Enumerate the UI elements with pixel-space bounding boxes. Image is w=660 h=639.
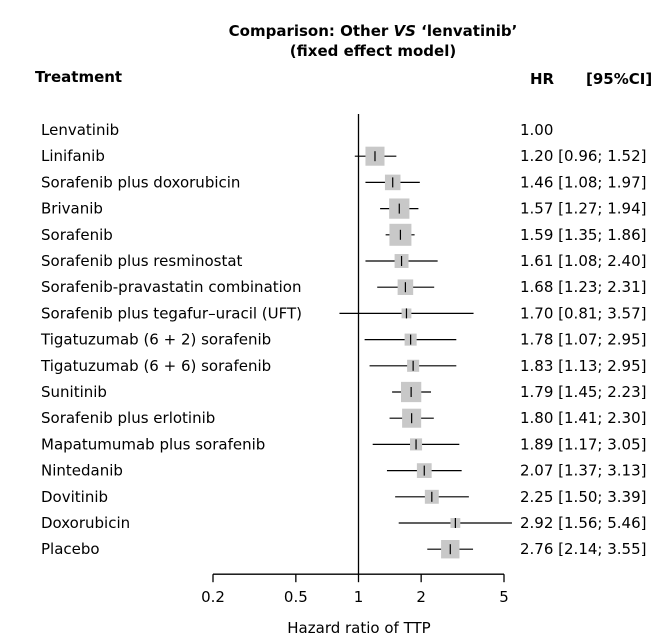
treatment-label: Nintedanib [41,462,123,480]
treatment-label: Linifanib [41,147,105,165]
hr-ci-label: 1.68 [1.23; 2.31] [520,278,647,296]
forest-row: Dovitinib 2.25 [1.50; 3.39] [41,488,647,506]
forest-row: Sunitinib 1.79 [1.45; 2.23] [41,381,647,403]
treatment-label: Dovitinib [41,488,108,506]
x-tick-label: 0.2 [201,588,225,606]
forest-row: Lenvatinib 1.00 [41,121,553,139]
treatment-label: Sorafenib plus resminostat [41,252,243,270]
treatment-label: Placebo [41,540,100,558]
x-axis: 0.2 0.5 1 2 5 [201,573,509,606]
hr-ci-label: 1.70 [0.81; 3.57] [520,304,647,322]
forest-row: Doxorubicin 2.92 [1.56; 5.46] [41,514,647,532]
treatment-label: Tigatuzumab (6 + 2) sorafenib [40,331,271,349]
hr-ci-label: 1.80 [1.41; 2.30] [520,409,647,427]
forest-rows: Lenvatinib 1.00 Linifanib 1.20 [0.96; 1.52]… [40,114,647,575]
hr-ci-label: 1.61 [1.08; 2.40] [520,252,647,270]
hr-ci-label: 2.92 [1.56; 5.46] [520,514,647,532]
header-ci: [95%CI] [586,70,652,88]
x-axis-label: Hazard ratio of TTP [287,619,430,637]
x-tick-label: 5 [499,588,509,606]
forest-row: Brivanib 1.57 [1.27; 1.94] [41,198,647,219]
hr-ci-label: 1.83 [1.13; 2.95] [520,357,647,375]
x-tick-label: 1 [354,588,364,606]
forest-row: Tigatuzumab (6 + 6) sorafenib 1.83 [1.13;… [40,357,647,375]
hr-ci-label: 1.78 [1.07; 2.95] [520,331,647,349]
hr-ci-label: 2.07 [1.37; 3.13] [520,462,647,480]
hr-ci-label: 1.57 [1.27; 1.94] [520,200,647,218]
hr-ci-label: 1.79 [1.45; 2.23] [520,383,647,401]
treatment-label: Mapatumumab plus sorafenib [41,435,265,453]
treatment-label: Sunitinib [41,383,107,401]
treatment-label: Sorafenib plus doxorubicin [41,173,240,191]
header-treatment: Treatment [35,68,122,86]
chart-title-line1: Comparison: Other VS ‘lenvatinib’ [229,22,518,40]
forest-row: Linifanib 1.20 [0.96; 1.52] [41,146,647,166]
forest-row: Nintedanib 2.07 [1.37; 3.13] [41,462,647,480]
hr-ci-label: 1.00 [520,121,553,139]
forest-row: Mapatumumab plus sorafenib 1.89 [1.17; 3.… [41,435,647,453]
hr-ci-label: 2.76 [2.14; 3.55] [520,540,647,558]
forest-row: Sorafenib plus erlotinib 1.80 [1.41; 2.30… [41,408,647,428]
treatment-label: Brivanib [41,200,103,218]
forest-row: Sorafenib 1.59 [1.35; 1.86] [41,223,647,246]
treatment-label: Sorafenib plus tegafur–uracil (UFT) [41,304,302,322]
forest-row: Sorafenib-pravastatin combination 1.68 [1… [41,278,647,296]
forest-row: Sorafenib plus doxorubicin 1.46 [1.08; 1.… [41,173,647,191]
hr-ci-label: 2.25 [1.50; 3.39] [520,488,647,506]
forest-row: Sorafenib plus resminostat 1.61 [1.08; 2.… [41,252,647,270]
treatment-label: Lenvatinib [41,121,119,139]
forest-row: Placebo 2.76 [2.14; 3.55] [41,539,647,559]
x-tick-label: 2 [416,588,426,606]
treatment-label: Sorafenib plus erlotinib [41,409,215,427]
chart-title-line2: (fixed effect model) [290,42,456,60]
hr-ci-label: 1.89 [1.17; 3.05] [520,435,647,453]
treatment-label: Tigatuzumab (6 + 6) sorafenib [40,357,271,375]
forest-row: Sorafenib plus tegafur–uracil (UFT) 1.70 … [41,304,647,322]
treatment-label: Doxorubicin [41,514,130,532]
treatment-label: Sorafenib [41,226,113,244]
x-tick-label: 0.5 [284,588,308,606]
hr-ci-label: 1.46 [1.08; 1.97] [520,173,647,191]
header-hr: HR [530,70,555,88]
forest-row: Tigatuzumab (6 + 2) sorafenib 1.78 [1.07;… [40,331,647,349]
hr-ci-label: 1.59 [1.35; 1.86] [520,226,647,244]
treatment-label: Sorafenib-pravastatin combination [41,278,302,296]
hr-ci-label: 1.20 [0.96; 1.52] [520,147,647,165]
